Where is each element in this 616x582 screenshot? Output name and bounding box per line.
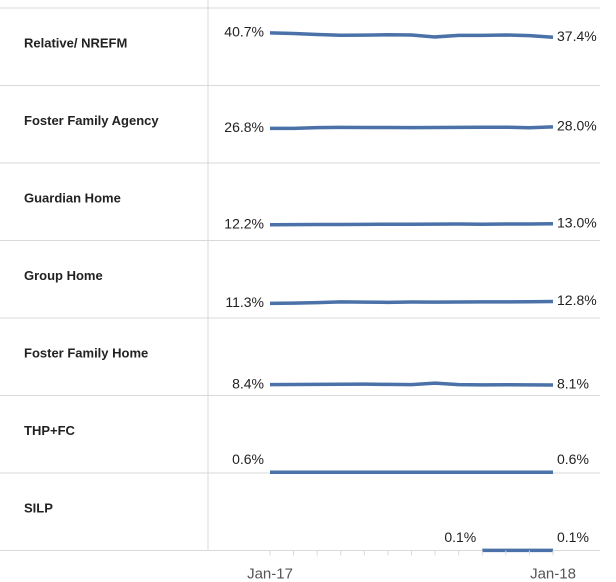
row-label: Guardian Home [24, 190, 121, 205]
series-line [269, 31, 554, 39]
value-label: 8.4% [232, 375, 264, 391]
row-label: THP+FC [24, 423, 76, 438]
value-label: 0.1% [444, 529, 476, 545]
series-line [270, 125, 554, 131]
value-label: 37.4% [557, 28, 597, 44]
series-line [269, 381, 554, 387]
value-label: 0.1% [557, 529, 589, 545]
value-label: 13.0% [557, 214, 597, 230]
value-label: 26.8% [224, 119, 264, 135]
value-label: 8.1% [557, 376, 589, 392]
value-label: 28.0% [557, 118, 597, 134]
row-label: Relative/ NREFM [24, 35, 127, 50]
series-line [269, 221, 554, 227]
value-label: 12.2% [224, 215, 264, 231]
x-tick-label: Jan-17 [247, 565, 293, 582]
row-label: SILP [24, 500, 53, 515]
value-label: 12.8% [557, 292, 597, 308]
value-label: 11.3% [225, 294, 264, 310]
value-label: 40.7% [224, 24, 264, 40]
row-label: Group Home [24, 268, 103, 283]
row-label: Foster Family Agency [24, 113, 159, 128]
value-label: 0.6% [557, 451, 589, 467]
value-label: 0.6% [232, 451, 264, 467]
row-label: Foster Family Home [24, 345, 148, 360]
x-tick-label: Jan-18 [530, 565, 576, 582]
series-line [269, 299, 554, 306]
